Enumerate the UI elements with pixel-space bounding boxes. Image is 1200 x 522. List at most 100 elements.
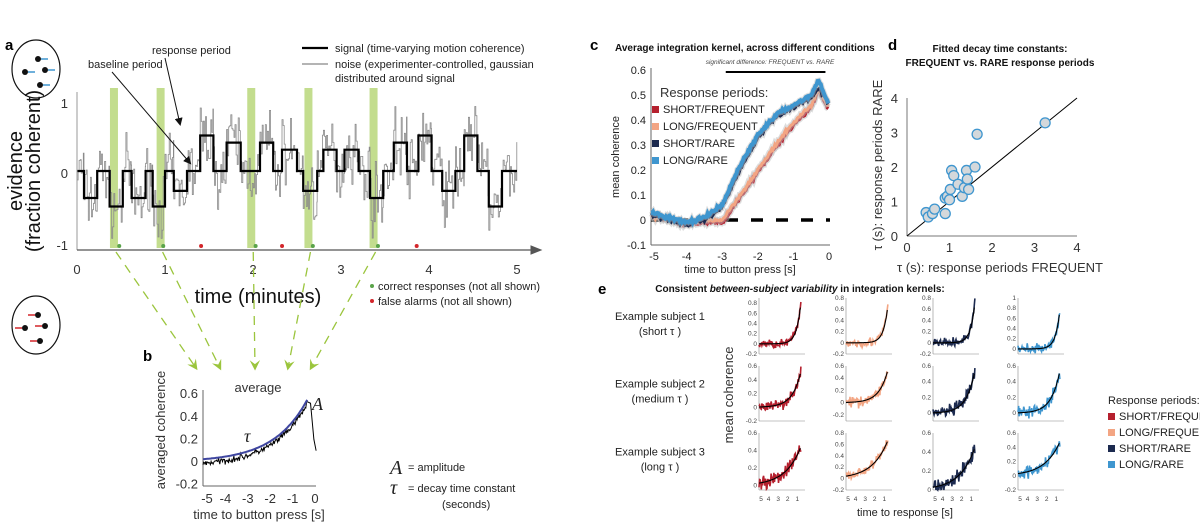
x-tick-label: 2 — [988, 240, 995, 255]
y-tick-label: -1 — [56, 238, 68, 253]
title-part: Consistent — [655, 284, 709, 295]
panel-label: e — [598, 281, 606, 298]
y-tick-label: 0 — [1012, 473, 1016, 480]
y-tick-label: 0.4 — [748, 320, 757, 327]
x-tick-label: -4 — [220, 491, 232, 506]
y-tick-label: 0.2 — [180, 431, 198, 446]
x-tick-label: 3 — [776, 496, 780, 503]
scatter-point — [971, 128, 983, 140]
panel-a: a10-1012345time (minutes)evidence(fracti… — [5, 37, 543, 371]
y-tick-label: 0.4 — [922, 317, 931, 324]
chart-title: Consistent between-subject variability i… — [655, 284, 945, 295]
scatter-point — [928, 203, 941, 215]
y-tick-label: 0.8 — [1007, 305, 1016, 312]
panel-label: d — [888, 37, 897, 54]
row-label: Example subject 2 — [615, 379, 705, 391]
x-tick-label: 1 — [161, 262, 168, 277]
false-alarm-dot — [280, 244, 285, 248]
y-tick-label: 0.2 — [835, 387, 844, 394]
legend-entry: SHORT/FREQUENT — [1119, 411, 1200, 423]
x-tick-label: 5 — [933, 496, 937, 503]
x-tick-label: 0 — [73, 262, 80, 277]
kernel-trace — [758, 366, 802, 412]
x-tick-label: -3 — [242, 491, 254, 506]
y-tick-label: -0.2 — [920, 351, 932, 358]
x-tick-label: 4 — [425, 262, 432, 277]
y-tick-label: 0.8 — [922, 295, 931, 302]
tau-symbol: τ — [244, 426, 251, 446]
dot — [22, 69, 28, 75]
signal-trace — [77, 134, 517, 208]
exponential-fit-curve — [846, 309, 888, 344]
kernel-trace — [1017, 441, 1061, 479]
y-tick-label: 0 — [840, 476, 844, 483]
exponential-fit-curve — [758, 447, 801, 484]
legend-swatch — [652, 140, 659, 147]
kernel-trace — [932, 444, 976, 492]
y-tick-label: 1 — [891, 195, 898, 210]
green-dashed-arrow — [115, 251, 198, 371]
y-tick-label: 0 — [191, 454, 198, 469]
x-axis-label: time (minutes) — [195, 286, 322, 308]
false-alarm-dot — [199, 244, 204, 248]
y-axis-label: mean coherence — [721, 347, 736, 444]
x-tick-label: 0 — [826, 251, 832, 263]
x-tick-label: 2 — [960, 496, 964, 503]
chart-subtitle: FREQUENT vs. RARE response periods — [906, 58, 1095, 69]
y-tick-label: 0.2 — [922, 329, 931, 336]
legend-noise: noise (experimenter-controlled, gaussian — [335, 59, 534, 71]
exponential-fit-curve — [846, 371, 888, 403]
y-tick-label: 4 — [891, 91, 898, 106]
legend-entry: LONG/RARE — [663, 155, 728, 167]
y-tick-label: 0 — [753, 483, 757, 490]
x-tick-label: 4 — [1026, 496, 1030, 503]
y-tick-label: 0 — [1012, 410, 1016, 417]
y-tick-label: 0.4 — [1007, 444, 1016, 451]
false-alarm-legend-dot — [370, 299, 374, 303]
y-tick-label: 0.4 — [835, 317, 844, 324]
kernel-trace — [1017, 373, 1061, 419]
panel-c: c Average integration kernel, across diff… — [590, 37, 875, 276]
y-tick-label: -0.2 — [833, 351, 845, 358]
y-tick-label: 0.6 — [748, 363, 757, 370]
exponential-fit-curve — [933, 307, 975, 344]
x-tick-label: 1 — [969, 496, 973, 503]
y-tick-label: 0.8 — [835, 430, 844, 437]
y-tick-label: 0.8 — [748, 300, 757, 307]
amplitude-symbol: A — [311, 394, 324, 414]
x-tick-label: 4 — [941, 496, 945, 503]
x-tick-label: 4 — [1073, 240, 1080, 255]
rightward-motion-icon — [11, 39, 61, 99]
y-tick-label: 0.6 — [922, 430, 931, 437]
x-tick-label: 5 — [846, 496, 850, 503]
correct-legend-dot — [370, 284, 374, 288]
legend-swatch — [652, 123, 659, 130]
response-window-highlight — [156, 88, 165, 248]
kernel-trace — [845, 440, 889, 482]
x-tick-label: 2 — [1045, 496, 1049, 503]
annotation-baseline-period: baseline period — [88, 59, 163, 71]
legend-swatch — [652, 106, 659, 113]
legend-swatch — [1108, 429, 1115, 436]
y-tick-label: 1 — [1012, 295, 1016, 302]
green-dashed-arrow — [162, 251, 222, 371]
subject-kernel-plot: -0.2 0 0.2 0.4 0.6 0.8 — [833, 295, 892, 358]
panel-label: a — [5, 37, 14, 54]
scatter-point — [943, 194, 956, 206]
x-tick-label: 3 — [1031, 240, 1038, 255]
y-tick-label: 0.6 — [922, 306, 931, 313]
y-tick-label: 0.4 — [748, 377, 757, 384]
y-tick-label: 0.2 — [1007, 336, 1016, 343]
x-axis-label: time to button press [s] — [193, 507, 325, 522]
exponential-fit-curve — [933, 373, 975, 414]
y-tick-label: 0.2 — [835, 464, 844, 471]
x-axis-label: τ (s): response periods FREQUENT — [897, 260, 1103, 275]
legend-entry: LONG/FREQUENT — [663, 121, 758, 133]
legend-tau-symbol: τ — [390, 477, 398, 499]
x-tick-label: 1 — [795, 496, 799, 503]
scatter-point — [961, 173, 973, 185]
x-tick-label: 3 — [337, 262, 344, 277]
dot — [35, 312, 41, 318]
y-tick-label: -0.2 — [746, 418, 758, 425]
panel-label: c — [590, 37, 598, 54]
